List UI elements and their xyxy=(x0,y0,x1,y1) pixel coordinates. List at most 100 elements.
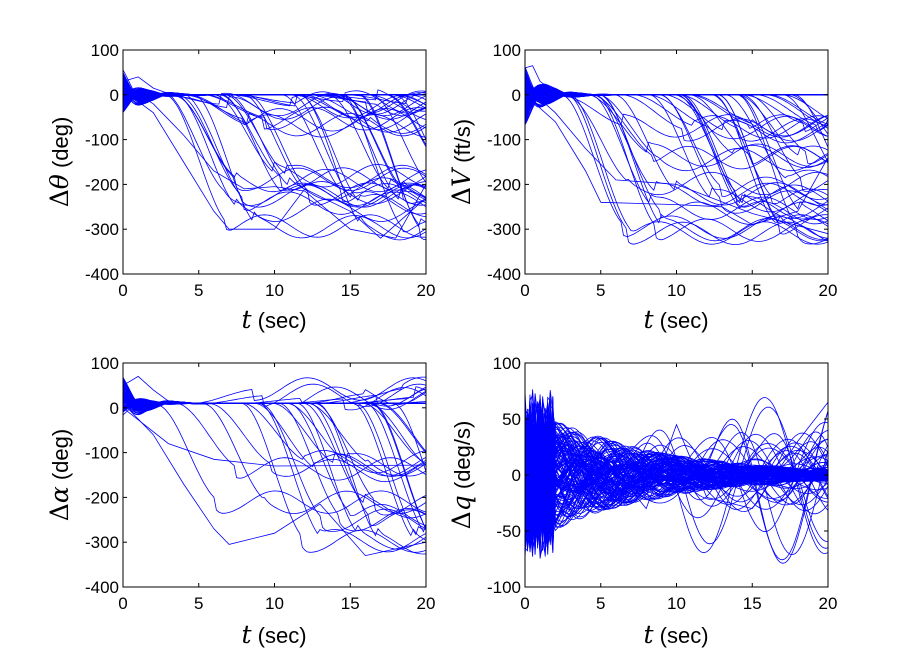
alpha-y-tick-label: -300 xyxy=(85,533,119,552)
theta-series-divergent-1 xyxy=(123,89,426,239)
velocity-ensemble-curve xyxy=(525,77,828,245)
alpha-ensemble-curve xyxy=(123,379,426,412)
alpha-ensemble-curve xyxy=(123,395,426,514)
velocity-curves xyxy=(525,65,828,245)
q-ensemble-curve xyxy=(525,413,828,539)
theta-ensemble-curve xyxy=(123,86,426,206)
theta-ensemble-curve xyxy=(123,74,426,104)
velocity-ensemble-curve xyxy=(525,82,828,101)
alpha-series-divergent-1 xyxy=(123,403,426,557)
theta-y-tick-label: -300 xyxy=(85,220,119,239)
alpha-x-tick-label: 5 xyxy=(194,594,203,613)
theta-y-tick-label: -100 xyxy=(85,131,119,150)
alpha-ensemble-curve xyxy=(123,377,426,477)
theta-y-tick-label: -200 xyxy=(85,175,119,194)
theta-y-tick-label: 0 xyxy=(110,86,119,105)
velocity-ensemble-curve xyxy=(525,91,828,239)
theta-ensemble-curve xyxy=(123,73,426,104)
theta-x-tick-label: 0 xyxy=(118,281,127,300)
velocity-plot-frame xyxy=(524,49,829,275)
theta-y-tick-label: 100 xyxy=(91,41,119,60)
q-ticks: 0 5 10 15 20 100 50 0 -50 -100 xyxy=(487,354,837,613)
theta-x-tick-label: 5 xyxy=(194,281,203,300)
velocity-x-tick-label: 15 xyxy=(743,281,762,300)
alpha-ensemble-curve xyxy=(123,401,426,553)
alpha-curves xyxy=(123,375,426,557)
q-x-tick-label: 10 xyxy=(667,594,686,613)
velocity-ensemble-curve xyxy=(525,92,828,245)
velocity-ensemble-curve xyxy=(525,88,828,196)
q-x-tick-label: 0 xyxy=(520,594,529,613)
q-y-tick-label: 50 xyxy=(502,410,521,429)
q-curves xyxy=(525,389,828,564)
velocity-x-tick-label: 5 xyxy=(596,281,605,300)
q-ensemble-curve xyxy=(525,461,828,487)
theta-ensemble-curve xyxy=(123,75,426,120)
velocity-y-axis-label: ΔV (ft/s) xyxy=(447,119,476,205)
theta-x-axis-label: t (sec) xyxy=(241,305,306,334)
q-ensemble-curve xyxy=(525,423,828,530)
velocity-ensemble-curve xyxy=(525,76,828,102)
q-y-tick-label: 0 xyxy=(512,466,521,485)
alpha-ticks: 0 5 10 15 20 100 0 -100 -200 -300 -400 xyxy=(85,354,435,613)
velocity-ensemble-curve xyxy=(525,82,828,137)
velocity-ensemble-curve xyxy=(525,87,828,172)
q-x-tick-label: 15 xyxy=(743,594,762,613)
theta-x-tick-label: 15 xyxy=(341,281,360,300)
alpha-x-tick-label: 10 xyxy=(265,594,284,613)
theta-series-nominal xyxy=(123,76,426,96)
q-ensemble-curve xyxy=(525,438,828,512)
alpha-y-tick-label: -200 xyxy=(85,488,119,507)
alpha-ensemble-curve xyxy=(123,386,426,410)
q-y-axis-label: Δq (deg/s) xyxy=(447,421,476,530)
velocity-ensemble-curve xyxy=(525,92,828,214)
velocity-series-divergent-1 xyxy=(525,94,828,226)
velocity-ensemble-curve xyxy=(525,77,828,165)
velocity-ensemble-curve xyxy=(525,91,828,169)
theta-ensemble-curve xyxy=(123,88,426,208)
theta-series-divergent-2 xyxy=(123,85,426,239)
theta-ticks: 0 5 10 15 20 100 0 -100 -200 -300 -400 xyxy=(85,41,435,300)
q-y-tick-label: -100 xyxy=(487,578,521,597)
q-series-oscillating xyxy=(525,401,828,510)
theta-y-axis-label: Δθ (deg) xyxy=(45,117,74,208)
q-ensemble-curve xyxy=(525,406,828,545)
alpha-ensemble-curve xyxy=(123,386,426,477)
alpha-series-divergent-2 xyxy=(123,407,426,467)
velocity-y-tick-label: -100 xyxy=(487,131,521,150)
alpha-ensemble-curve xyxy=(123,383,426,412)
velocity-y-tick-label: -200 xyxy=(487,175,521,194)
q-ensemble-curve xyxy=(525,427,828,516)
alpha-ensemble-curve xyxy=(123,378,426,412)
alpha-ensemble-curve xyxy=(123,384,426,412)
alpha-ensemble-curve xyxy=(123,401,426,474)
alpha-series-nominal xyxy=(123,375,426,404)
alpha-y-tick-label: -100 xyxy=(85,444,119,463)
theta-ensemble-curve xyxy=(123,88,426,108)
velocity-ticks: 0 5 10 15 20 100 0 -100 -200 -300 -400 xyxy=(487,41,837,300)
chart-alpha: 0 5 10 15 20 100 0 -100 -200 -300 -400 Δα (deg) t … xyxy=(45,354,435,649)
q-x-tick-label: 5 xyxy=(596,594,605,613)
theta-curves xyxy=(123,69,426,241)
velocity-y-tick-label: -400 xyxy=(487,265,521,284)
theta-ensemble-curve xyxy=(123,92,426,239)
theta-y-tick-label: -400 xyxy=(85,265,119,284)
alpha-y-tick-label: -400 xyxy=(85,578,119,597)
alpha-y-tick-label: 0 xyxy=(110,399,119,418)
velocity-ensemble-curve xyxy=(525,78,828,102)
alpha-x-tick-label: 20 xyxy=(417,594,436,613)
velocity-ensemble-curve xyxy=(525,89,828,221)
velocity-ensemble-curve xyxy=(525,84,828,121)
alpha-y-tick-label: 100 xyxy=(91,354,119,373)
q-y-tick-label: 100 xyxy=(493,354,521,373)
velocity-ensemble-curve xyxy=(525,87,828,165)
velocity-x-tick-label: 0 xyxy=(520,281,529,300)
alpha-x-tick-label: 0 xyxy=(118,594,127,613)
theta-ensemble-curve xyxy=(123,86,426,200)
velocity-y-tick-label: -300 xyxy=(487,220,521,239)
alpha-x-tick-label: 15 xyxy=(341,594,360,613)
alpha-x-axis-label: t (sec) xyxy=(241,620,306,649)
theta-ensemble-curve xyxy=(123,88,426,109)
